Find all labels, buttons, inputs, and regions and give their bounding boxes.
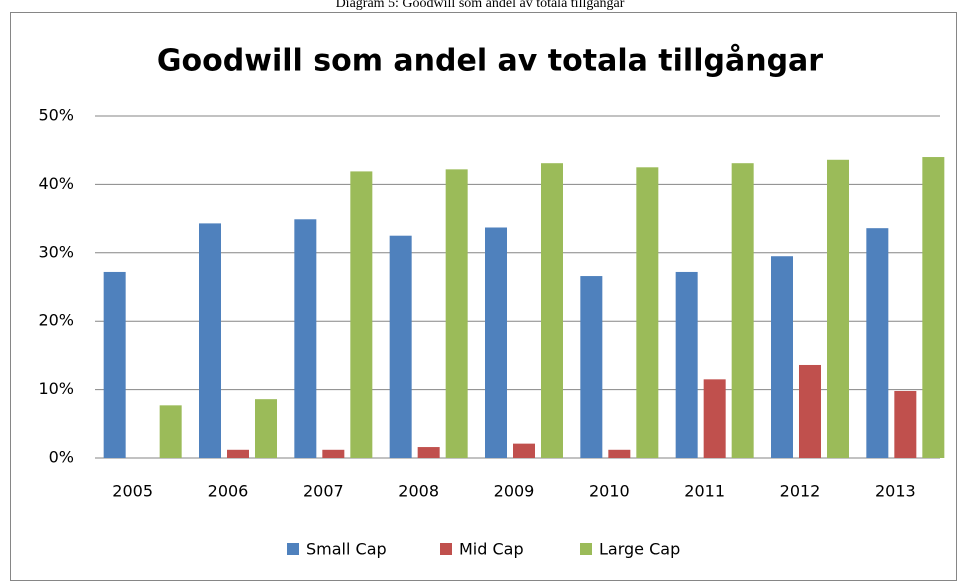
bar — [159, 405, 182, 458]
bar — [799, 364, 821, 458]
y-tick-label: 0% — [49, 448, 74, 467]
bar — [703, 379, 726, 458]
x-tick-label: 2007 — [303, 482, 344, 501]
bar — [322, 449, 345, 458]
bar — [636, 167, 659, 459]
x-tick-label: 2010 — [589, 482, 630, 501]
bar — [485, 227, 507, 458]
x-tick-label: 2005 — [112, 482, 153, 501]
bar — [513, 443, 535, 458]
legend-swatch — [440, 543, 452, 555]
y-tick-label: 30% — [38, 242, 74, 261]
y-tick-label: 20% — [38, 311, 74, 330]
caption: Diagram 5: Goodwill som andel av totala … — [336, 0, 625, 11]
bar — [417, 447, 440, 458]
bar — [103, 271, 126, 458]
bar — [675, 271, 698, 458]
legend-label: Small Cap — [306, 540, 387, 559]
bar — [771, 256, 793, 458]
x-tick-label: 2013 — [875, 482, 916, 501]
x-tick-label: 2009 — [494, 482, 535, 501]
legend-swatch — [287, 543, 299, 555]
bar — [445, 169, 468, 459]
bar — [227, 449, 249, 458]
x-tick-label: 2012 — [780, 482, 821, 501]
bar — [294, 219, 317, 458]
bar — [922, 157, 945, 459]
y-tick-label: 40% — [38, 174, 74, 193]
bar — [608, 449, 631, 458]
bar — [255, 399, 277, 458]
x-tick-label: 2006 — [208, 482, 249, 501]
bar — [199, 223, 221, 458]
x-tick-label: 2008 — [398, 482, 439, 501]
bar — [731, 163, 754, 459]
y-tick-label: 50% — [38, 106, 74, 125]
bar — [541, 163, 563, 459]
bar — [580, 276, 603, 458]
bar — [350, 171, 373, 459]
chart-frame — [10, 12, 957, 581]
chart-title: Goodwill som andel av totala tillgångar — [157, 43, 823, 79]
y-tick-label: 10% — [38, 379, 74, 398]
legend-label: Large Cap — [599, 540, 680, 559]
bar — [389, 235, 412, 458]
x-tick-label: 2011 — [684, 482, 725, 501]
bar — [894, 390, 917, 458]
legend-swatch — [580, 543, 592, 555]
bar — [827, 159, 849, 458]
bar — [866, 228, 889, 458]
legend-label: Mid Cap — [459, 540, 524, 559]
